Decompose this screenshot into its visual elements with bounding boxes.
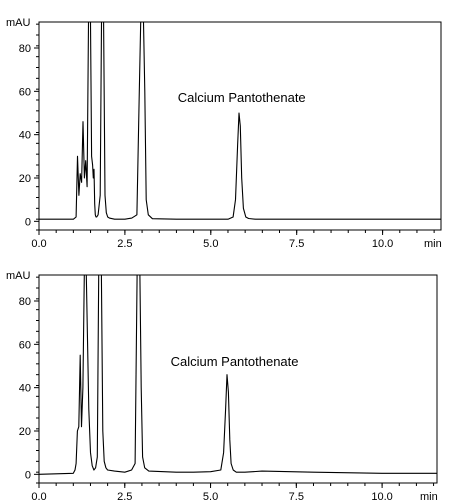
- x-tick-label: 2.5: [117, 491, 132, 503]
- plot-frame: [38, 21, 442, 231]
- x-tick-label: 7.5: [289, 238, 304, 250]
- y-tick-label: 0: [25, 216, 31, 228]
- x-tick-label: 0.0: [31, 238, 46, 250]
- chromatogram-trace: [39, 22, 441, 220]
- y-tick-label: 80: [19, 296, 31, 308]
- y-tick-label: 20: [19, 173, 31, 185]
- x-tick-label: 2.5: [117, 238, 132, 250]
- y-tick-label: 40: [19, 130, 31, 142]
- plot-frame: [38, 274, 438, 484]
- x-tick-label: 10.0: [371, 491, 392, 503]
- chromatogram-bottom: 0 20 40 60 80 0.0 2.5 5.0 7.5 10.0 mAU min Calcium P…: [6, 270, 438, 503]
- x-tick-label: 10.0: [372, 238, 393, 250]
- x-tick-label: 0.0: [31, 491, 46, 503]
- x-axis-unit: min: [424, 238, 442, 250]
- y-tick-label: 20: [19, 426, 31, 438]
- y-axis-unit: mAU: [6, 270, 31, 282]
- y-tick-label: 60: [19, 86, 31, 98]
- y-tick-label: 80: [19, 43, 31, 55]
- x-tick-label: 5.0: [203, 238, 218, 250]
- x-tick-label: 5.0: [203, 491, 218, 503]
- y-tick-label: 0: [25, 469, 31, 481]
- peak-annotation: Calcium Pantothenate: [171, 354, 299, 369]
- chromatogram-top: 0 20 40 60 80 0.0 2.5 5.0 7.5 10.0 mAU min Calcium P…: [6, 17, 442, 250]
- x-axis-unit: min: [420, 491, 438, 503]
- x-tick-label: 7.5: [289, 491, 304, 503]
- chromatogram-trace: [39, 275, 437, 475]
- y-axis-unit: mAU: [6, 17, 31, 29]
- y-tick-label: 60: [19, 339, 31, 351]
- peak-annotation: Calcium Pantothenate: [178, 90, 306, 105]
- y-tick-label: 40: [19, 383, 31, 395]
